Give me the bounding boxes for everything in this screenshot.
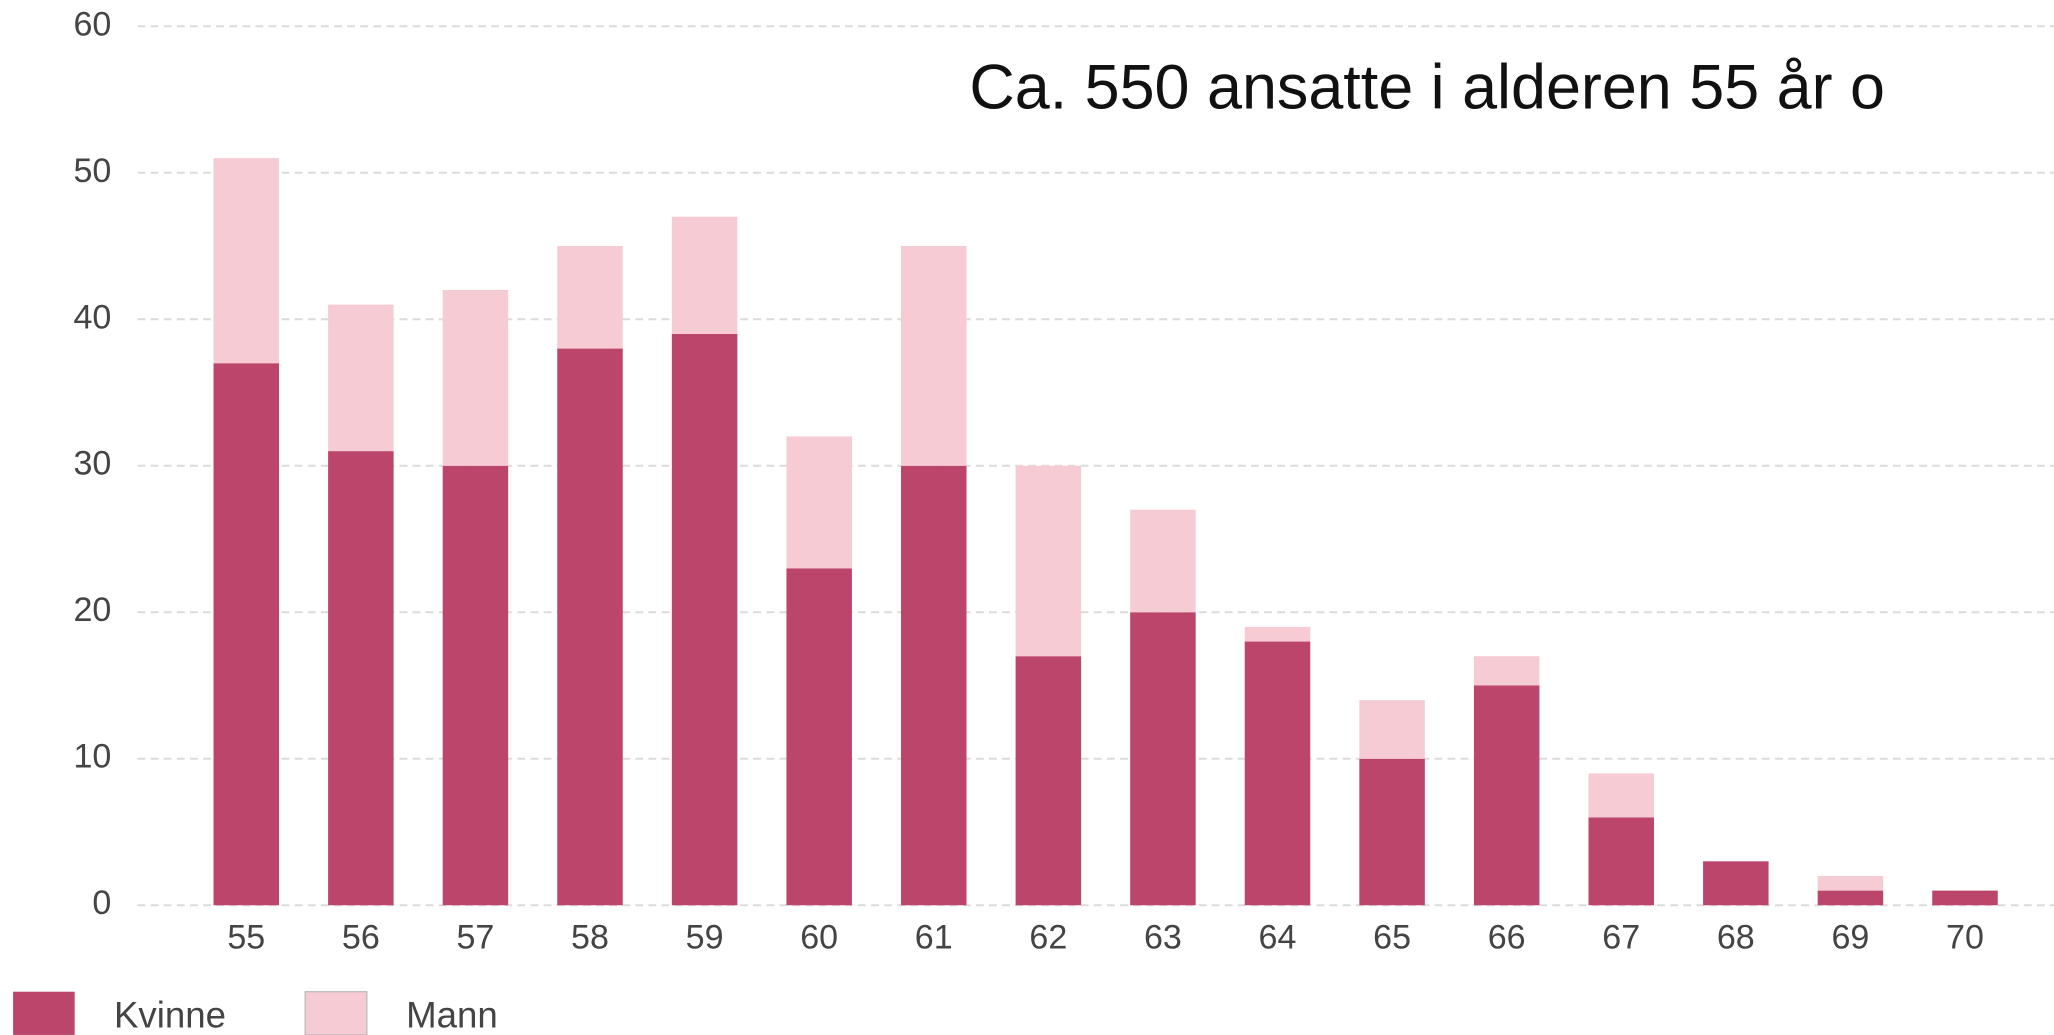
y-tick-label: 20 [73,591,111,629]
bar-segment [1015,465,1082,657]
bar-segment [213,158,280,364]
y-tick-label: 10 [73,738,111,776]
x-tick-label: 69 [1831,918,1869,956]
x-tick-label: 70 [1946,918,1984,956]
legend-label: Kvinne [114,995,226,1035]
x-tick-label: 66 [1488,918,1526,956]
bar-segment [1588,817,1654,906]
bar-segment [1359,758,1425,906]
x-tick-label: 55 [227,918,265,956]
bar-segment [557,348,623,906]
x-tick-label: 67 [1602,918,1640,956]
bar-segment [786,436,852,569]
bar-segment [786,568,852,906]
x-tick-label: 59 [686,918,724,956]
x-tick-label: 64 [1259,918,1297,956]
bar-segment [328,304,394,452]
bar-segment [1703,861,1769,906]
x-tick-label: 61 [915,918,953,956]
x-tick-label: 56 [342,918,380,956]
bar-segment [1817,890,1884,906]
x-tick-label: 63 [1144,918,1182,956]
bar-segment [671,333,738,906]
bar-segment [213,363,280,906]
bar-segment [1588,773,1654,818]
bar-segment [328,451,394,906]
chart-title: Ca. 550 ansatte i alderen 55 år o [969,52,1885,122]
bar-segment [557,246,623,349]
legend-swatch [13,991,75,1035]
x-tick-label: 60 [800,918,838,956]
bar-segment [1244,626,1311,642]
bar-segment [1473,685,1540,906]
y-tick-label: 60 [73,5,111,43]
y-tick-label: 0 [92,884,111,922]
legend-label: Mann [406,995,498,1035]
bar-segment [1130,612,1196,906]
x-tick-label: 68 [1717,918,1755,956]
bar-segment [901,465,967,906]
y-tick-label: 50 [73,152,111,190]
legend-swatch [304,991,368,1035]
bar-segment [1473,656,1540,686]
x-tick-label: 65 [1373,918,1411,956]
y-tick-label: 40 [73,298,111,336]
y-tick-label: 30 [73,445,111,483]
bar-segment [901,246,967,466]
bar-segment [1244,641,1311,906]
bar-segment [671,216,738,334]
bar-segment [442,289,509,466]
x-tick-label: 57 [456,918,494,956]
bar-segment [442,465,509,906]
bar-segment [1932,890,1998,906]
x-tick-label: 58 [571,918,609,956]
bar-segment [1359,700,1425,759]
bar-segment [1015,656,1082,906]
bar-segment [1817,875,1884,891]
bar-segment [1130,509,1196,613]
x-tick-label: 62 [1029,918,1067,956]
